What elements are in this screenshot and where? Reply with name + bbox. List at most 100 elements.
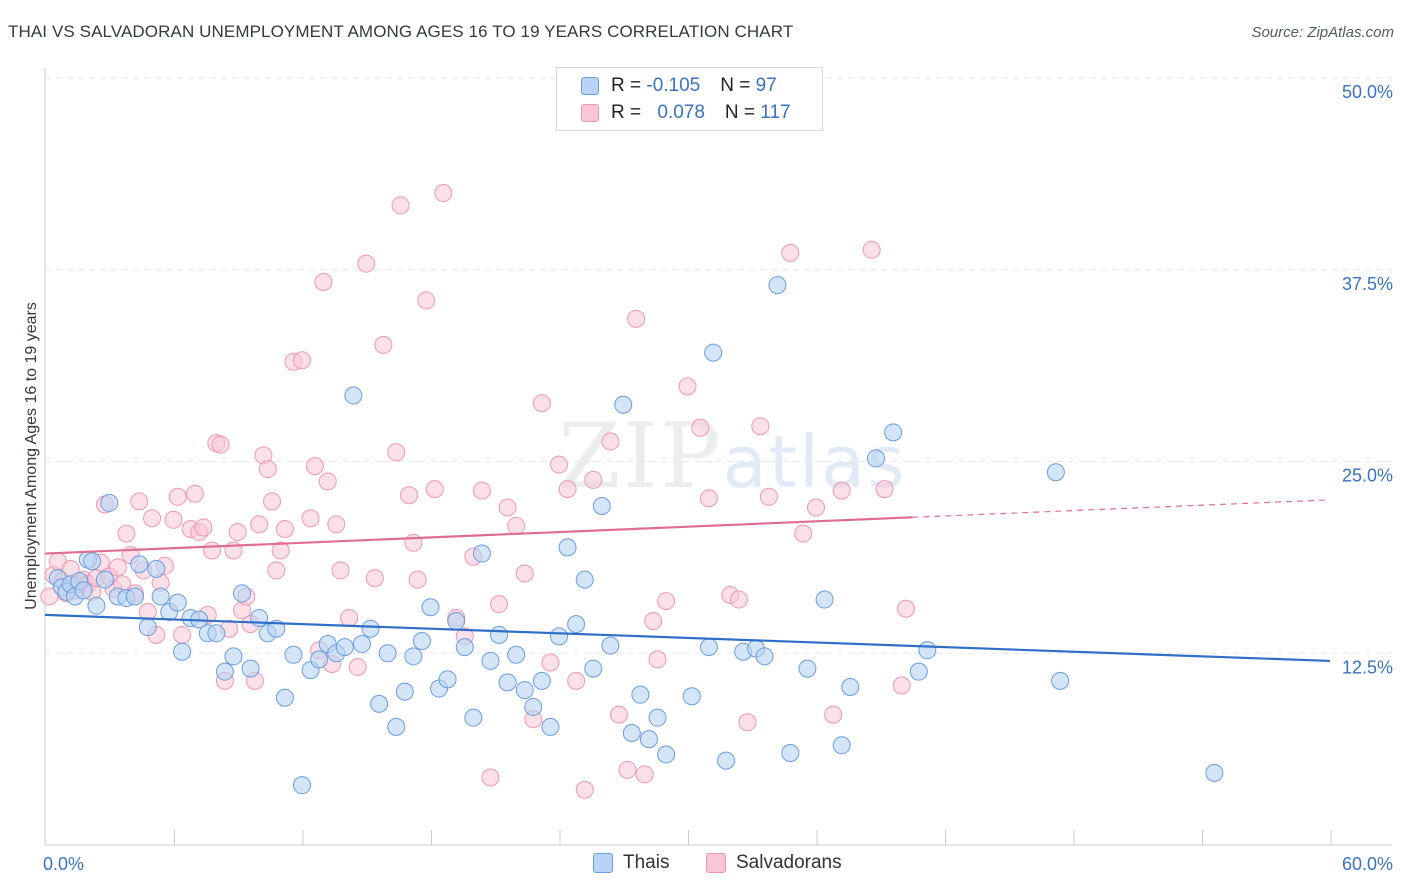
legend: R = -0.105 N = 97 R = 0.078 N = 117: [556, 67, 823, 131]
salvadorans-point: [417, 291, 436, 310]
thais-point: [387, 717, 406, 736]
salvadorans-point: [173, 625, 192, 644]
salvadorans-point: [314, 273, 333, 292]
salvadorans-point: [738, 713, 757, 732]
salvadorans-point: [331, 561, 350, 580]
salvadorans-point: [168, 487, 187, 506]
thais-point: [614, 395, 633, 414]
y-tick-label: 50.0%: [1342, 82, 1393, 102]
thais-point: [310, 650, 329, 669]
thais-point: [472, 544, 491, 563]
watermark-zip: ZIP: [558, 404, 723, 509]
salvadorans-point: [648, 650, 667, 669]
thais-point: [755, 647, 774, 666]
x-tick-label: 60.0%: [1342, 854, 1393, 874]
thais-point: [215, 662, 234, 681]
y-tick-label: 12.5%: [1342, 657, 1393, 677]
salvadorans-point: [532, 394, 551, 413]
thais-point: [378, 644, 397, 663]
thais-point: [592, 496, 611, 515]
thais-point: [404, 647, 423, 666]
thais-point: [267, 619, 286, 638]
legend-r-label: R =: [611, 75, 647, 96]
salvadorans-point: [541, 653, 560, 672]
salvadorans-point: [143, 509, 162, 528]
thais-point: [639, 730, 658, 749]
thais-point: [224, 647, 243, 666]
thais-point: [95, 570, 114, 589]
thais-point: [293, 776, 311, 795]
salvadorans-point: [781, 243, 800, 262]
salvadorans-point: [567, 671, 586, 690]
thais-point: [798, 659, 817, 678]
salvadorans-point: [408, 570, 427, 589]
salvadorans-point: [862, 240, 881, 259]
salvadorans-point: [729, 590, 748, 609]
salvadorans-point: [211, 435, 230, 454]
salvadorans-trend-line: [44, 516, 913, 555]
salvadorans-point: [130, 492, 149, 511]
thais-point: [421, 598, 440, 617]
thais-point: [455, 638, 474, 657]
thais-point: [699, 638, 718, 657]
salvadorans-point: [498, 498, 517, 517]
salvadorans-point: [340, 608, 359, 627]
legend-n-value-salvadorans: 117: [760, 102, 791, 123]
salvadorans-point: [751, 417, 770, 436]
bottom-legend-swatch-thais: [593, 853, 613, 873]
thais-point: [524, 697, 543, 716]
salvadorans-point: [318, 472, 337, 491]
salvadorans-point: [644, 612, 663, 631]
thais-point: [1051, 671, 1070, 690]
thais-point: [151, 587, 170, 606]
salvadorans-point: [305, 457, 324, 476]
thais-point: [550, 627, 568, 646]
salvadorans-point: [896, 599, 915, 618]
bottom-legend-label-salvadorans: Salvadorans: [736, 852, 842, 873]
thais-point: [657, 745, 676, 764]
thais-point: [395, 682, 414, 701]
salvadorans-point: [185, 484, 204, 503]
salvadorans-point: [108, 558, 127, 577]
trend-lines: [44, 499, 1331, 663]
thais-point: [87, 596, 106, 615]
thais-point: [682, 687, 701, 706]
bottom-legend-thais: Thais: [593, 852, 669, 874]
salvadorans-point: [425, 480, 444, 499]
thais-point: [130, 555, 149, 574]
salvadorans-point: [515, 564, 534, 583]
salvadorans-point: [472, 481, 491, 500]
thais-point: [447, 612, 466, 631]
legend-swatch-salvadorans: [581, 104, 599, 122]
thais-point: [275, 688, 294, 707]
thais-point: [515, 681, 534, 700]
y-axis-title: Unemployment Among Ages 16 to 19 years: [23, 302, 40, 610]
salvadorans-point: [365, 569, 384, 588]
bottom-legend-salvadorans: Salvadorans: [706, 852, 842, 874]
salvadorans-point: [374, 335, 393, 354]
thais-point: [866, 449, 885, 468]
thais-point: [83, 552, 102, 571]
salvadorans-point: [490, 595, 509, 614]
salvadorans-point: [481, 768, 500, 787]
salvadorans-point: [550, 455, 568, 474]
salvadorans-point: [263, 492, 282, 511]
axis-labels: 12.5% 25.0% 37.5% 50.0% 0.0% 60.0% Unemploymen…: [23, 82, 1393, 874]
bottom-legend-swatch-salvadorans: [706, 853, 726, 873]
salvadorans-point: [267, 561, 286, 580]
salvadorans-point: [391, 196, 410, 215]
y-tick-label: 25.0%: [1342, 466, 1393, 486]
salvadorans-point: [691, 418, 710, 437]
thais-point: [464, 708, 483, 727]
thais-point: [768, 276, 787, 295]
thais-point: [532, 671, 551, 690]
salvadorans-point: [327, 515, 346, 534]
thais-point: [207, 624, 226, 643]
thais-point: [648, 708, 667, 727]
thais-point: [631, 685, 650, 704]
salvadorans-point: [618, 760, 637, 779]
thais-point: [918, 641, 937, 660]
salvadorans-point: [807, 498, 825, 517]
salvadorans-point: [293, 351, 311, 370]
